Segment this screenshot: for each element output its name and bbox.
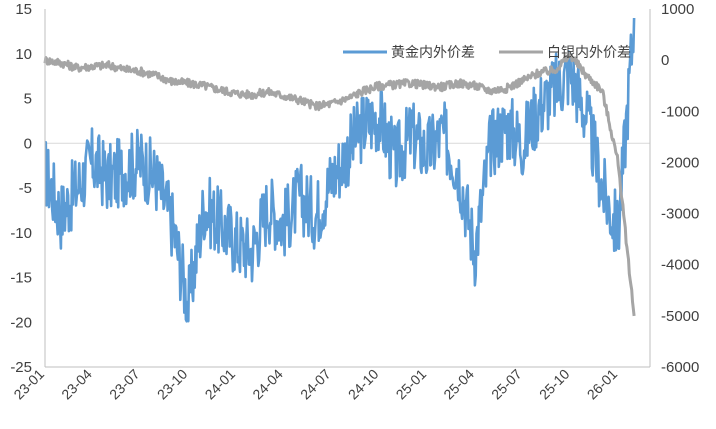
y-left-tick-label: 10: [15, 46, 32, 63]
y-right-tick-label: -1000: [661, 103, 699, 120]
y-right-tick-label: -5000: [661, 308, 699, 325]
y-right-tick-label: -4000: [661, 257, 699, 274]
y-left-tick-label: -15: [10, 270, 32, 287]
y-right-tick-label: -2000: [661, 154, 699, 171]
y-right-tick-label: -3000: [661, 206, 699, 223]
axis-layer: 15 10 5 0 -5 -10 -15 -20 -25 1000 0 -1000 -2000 -3000…: [10, 1, 699, 402]
y-left-tick-label: 15: [15, 1, 32, 18]
x-tick-label: 25-10: [536, 366, 573, 403]
x-tick-label: 25-07: [488, 366, 525, 403]
y-left-tick-label: -25: [10, 359, 32, 376]
x-tick-label: 23-07: [106, 366, 143, 403]
y-right-tick-label: 0: [661, 52, 669, 69]
x-tick-label: 24-01: [202, 366, 239, 403]
y-left-tick-label: -10: [10, 225, 32, 242]
x-tick-label: 25-01: [393, 366, 430, 403]
y-left-tick-label: 0: [24, 135, 32, 152]
y-left-tick-label: -5: [19, 180, 32, 197]
series-line-2: [43, 52, 636, 317]
legend-label: 白银内外价差: [547, 44, 631, 60]
x-tick-label: 23-10: [154, 366, 191, 403]
x-tick-label: 24-07: [297, 366, 334, 403]
y-right-tick-label: -6000: [661, 359, 699, 376]
legend: 黄金内外价差 白银内外价差: [343, 44, 631, 60]
legend-label: 黄金内外价差: [391, 44, 475, 60]
y-left-tick-label: 5: [24, 91, 32, 108]
x-tick-label: 26-01: [584, 366, 621, 403]
x-tick-label: 23-04: [58, 366, 95, 403]
x-tick-label: 24-10: [345, 366, 382, 403]
y-left-tick-label: -20: [10, 314, 32, 331]
y-right-tick-label: 1000: [661, 1, 694, 18]
x-tick-label: 24-04: [249, 366, 286, 403]
x-tick-label: 25-04: [440, 366, 477, 403]
series-line-1: [44, 17, 636, 323]
series-layer: [43, 17, 636, 323]
